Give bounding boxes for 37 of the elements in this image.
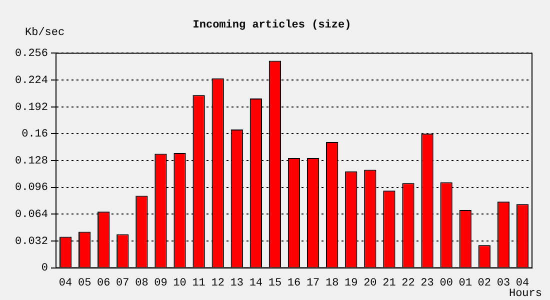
x-tick-label: 10: [173, 277, 186, 290]
x-tick-label: 04: [516, 277, 530, 290]
x-axis-title: Hours: [508, 288, 542, 300]
chart-title: Incoming articles (size): [192, 19, 352, 32]
x-tick-label: 01: [458, 277, 472, 290]
y-tick-label: 0.256: [14, 48, 48, 60]
x-tick-label: 23: [420, 277, 434, 290]
x-tick-label: 17: [306, 277, 320, 290]
x-tick-label: 04: [58, 277, 73, 290]
x-tick-label: 13: [230, 277, 244, 290]
x-tick-label: 16: [287, 277, 301, 290]
x-tick-label: 21: [382, 277, 396, 290]
x-tick-label: 00: [440, 277, 453, 290]
y-tick-label: 0.064: [14, 209, 48, 222]
x-tick-label: 07: [116, 277, 130, 290]
y-tick-label: 0: [41, 262, 48, 275]
x-tick-label: 19: [344, 277, 358, 290]
y-tick-label: 0.16: [22, 128, 48, 141]
y-tick-label: 0.096: [14, 182, 48, 194]
x-tick-label: 06: [97, 277, 110, 290]
y-tick-label: 0.224: [14, 74, 48, 87]
x-tick-label: 22: [402, 277, 415, 290]
x-tick-label: 14: [249, 277, 263, 290]
x-tick-label: 05: [78, 277, 92, 290]
y-tick-label: 0.128: [14, 155, 48, 168]
x-tick-label: 20: [364, 277, 377, 290]
x-tick-label: 12: [211, 277, 224, 290]
x-tick-label: 18: [325, 277, 339, 290]
x-tick-label: 15: [268, 277, 282, 290]
x-tick-label: 08: [135, 277, 148, 290]
x-tick-label: 11: [192, 277, 206, 290]
y-axis-title: Kb/sec: [25, 27, 65, 40]
x-tick-label: 02: [478, 277, 491, 290]
y-tick-label: 0.032: [14, 236, 48, 248]
x-tick-label: 09: [154, 277, 168, 290]
x-tick-label: 03: [496, 277, 510, 290]
y-tick-label: 0.192: [14, 102, 48, 114]
